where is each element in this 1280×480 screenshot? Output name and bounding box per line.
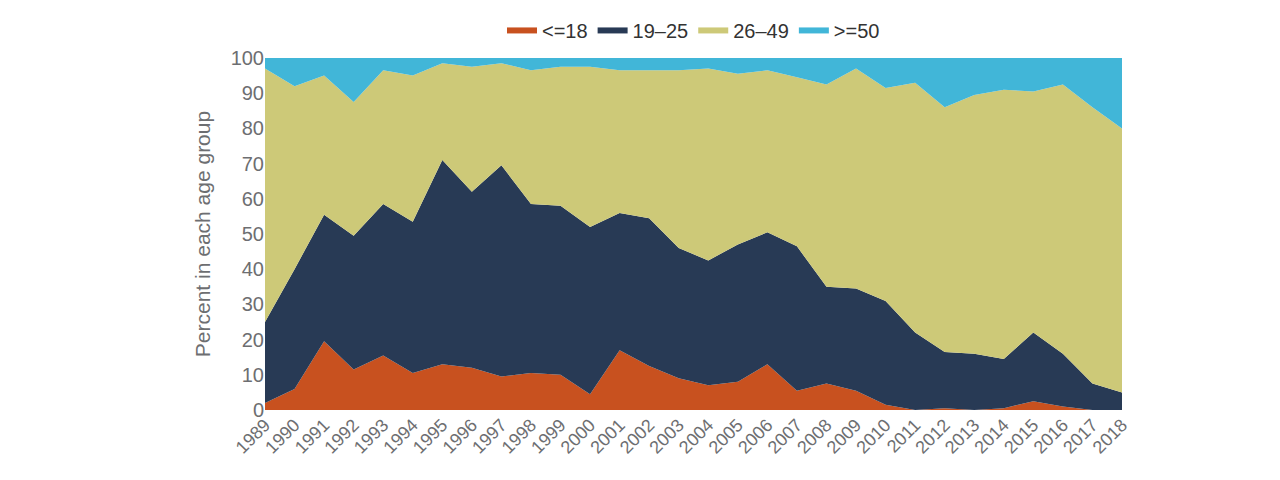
svg-text:1995: 1995 — [409, 415, 451, 457]
svg-text:2014: 2014 — [971, 415, 1013, 457]
svg-text:1994: 1994 — [379, 415, 421, 457]
svg-text:50: 50 — [242, 223, 264, 245]
svg-text:70: 70 — [242, 153, 264, 175]
svg-text:1997: 1997 — [468, 415, 510, 457]
svg-text:2015: 2015 — [1000, 415, 1042, 457]
svg-text:2012: 2012 — [911, 415, 953, 457]
svg-text:100: 100 — [231, 47, 264, 69]
svg-text:1989: 1989 — [232, 415, 274, 457]
svg-text:20: 20 — [242, 329, 264, 351]
svg-text:2016: 2016 — [1030, 415, 1072, 457]
svg-text:2004: 2004 — [675, 415, 717, 457]
svg-text:1990: 1990 — [261, 415, 303, 457]
svg-text:1992: 1992 — [320, 415, 362, 457]
svg-text:2001: 2001 — [586, 415, 628, 457]
svg-text:2010: 2010 — [852, 415, 894, 457]
svg-text:26–49: 26–49 — [733, 20, 789, 42]
svg-text:1998: 1998 — [498, 415, 540, 457]
svg-text:2002: 2002 — [616, 415, 658, 457]
svg-text:2013: 2013 — [941, 415, 983, 457]
svg-text:2005: 2005 — [705, 415, 747, 457]
svg-text:Percent in each age group: Percent in each age group — [191, 111, 214, 357]
svg-text:2008: 2008 — [793, 415, 835, 457]
svg-text:40: 40 — [242, 258, 264, 280]
svg-text:1991: 1991 — [291, 415, 333, 457]
svg-text:1999: 1999 — [527, 415, 569, 457]
svg-text:90: 90 — [242, 82, 264, 104]
svg-text:2009: 2009 — [823, 415, 865, 457]
svg-text:2018: 2018 — [1089, 415, 1131, 457]
svg-text:60: 60 — [242, 188, 264, 210]
svg-text:>=50: >=50 — [834, 20, 880, 42]
svg-text:1993: 1993 — [350, 415, 392, 457]
svg-text:2011: 2011 — [883, 415, 925, 457]
svg-text:2007: 2007 — [764, 415, 806, 457]
svg-text:2017: 2017 — [1059, 415, 1101, 457]
svg-text:1996: 1996 — [439, 415, 481, 457]
svg-text:2006: 2006 — [734, 415, 776, 457]
svg-text:<=18: <=18 — [542, 20, 588, 42]
svg-text:80: 80 — [242, 117, 264, 139]
svg-text:2003: 2003 — [645, 415, 687, 457]
svg-text:30: 30 — [242, 293, 264, 315]
svg-text:0: 0 — [253, 399, 264, 421]
svg-text:10: 10 — [242, 364, 264, 386]
svg-text:19–25: 19–25 — [633, 20, 689, 42]
svg-text:2000: 2000 — [557, 415, 599, 457]
